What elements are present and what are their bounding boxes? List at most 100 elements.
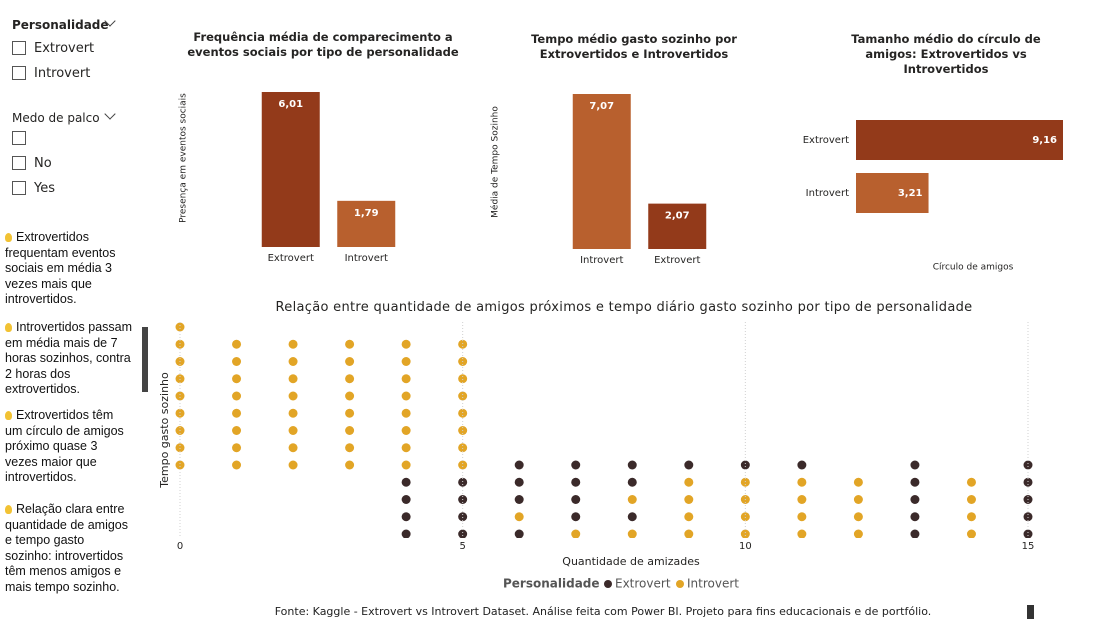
note-text: Introvertidos passam em média mais de 7 … (5, 320, 133, 396)
point (740, 512, 750, 522)
slicer-option[interactable]: Introvert (12, 63, 90, 83)
value-label: 9,16 (1032, 135, 1057, 146)
point (910, 512, 920, 522)
point (853, 495, 863, 504)
point (684, 512, 694, 522)
slicer-option[interactable]: No (12, 153, 52, 173)
point (853, 477, 863, 487)
y-axis-title: Tempo gasto sozinho (158, 372, 171, 489)
scrollbar[interactable] (142, 327, 148, 392)
point (853, 529, 863, 538)
note-text: Extrovertidos frequentam eventos sociais… (5, 230, 116, 306)
point (345, 426, 355, 435)
point (910, 495, 920, 504)
point (910, 477, 920, 487)
point (232, 374, 242, 384)
note: Relação clara entre quantidade de amigos… (5, 502, 133, 595)
point (627, 512, 637, 522)
option-label: No (34, 155, 52, 171)
point (1023, 477, 1033, 487)
page-marker (1027, 605, 1034, 619)
point (797, 512, 807, 522)
point (458, 374, 468, 384)
point (401, 426, 411, 435)
point (288, 391, 298, 401)
checkbox[interactable] (12, 181, 26, 195)
x-tick-label: 10 (739, 541, 752, 552)
point (627, 529, 637, 538)
point (514, 477, 524, 487)
point (232, 460, 242, 470)
checkbox[interactable] (12, 66, 26, 80)
point (458, 529, 468, 538)
point (401, 391, 411, 401)
bar (572, 94, 631, 249)
point (345, 357, 355, 366)
legend-marker (676, 580, 684, 588)
point (345, 391, 355, 401)
point (345, 408, 355, 418)
note: Introvertidos passam em média mais de 7 … (5, 320, 133, 398)
value-label: 6,01 (278, 99, 303, 110)
point (966, 477, 976, 487)
point (175, 339, 185, 349)
point (288, 408, 298, 418)
legend-title: Personalidade (503, 577, 600, 591)
value-label: 1,79 (354, 208, 379, 219)
slicer-title: Personalidade (12, 18, 109, 32)
point (288, 460, 298, 470)
legend-marker (604, 580, 612, 588)
option-label: Extrovert (34, 40, 95, 56)
x-tick-label: 0 (177, 541, 183, 552)
checkbox[interactable] (12, 41, 26, 55)
point (458, 339, 468, 349)
point (175, 374, 185, 384)
point (1023, 529, 1033, 538)
point (232, 443, 242, 453)
point (571, 460, 581, 470)
point (401, 374, 411, 384)
slicer-option[interactable] (12, 128, 34, 148)
point (797, 477, 807, 487)
bulb-icon (5, 323, 12, 332)
y-tick-label: Extrovert (803, 135, 849, 146)
point (401, 460, 411, 470)
point (514, 460, 524, 470)
bar (261, 92, 320, 247)
point (458, 391, 468, 401)
x-tick-label: 15 (1022, 541, 1035, 552)
point (910, 460, 920, 470)
point (232, 408, 242, 418)
slicer-option[interactable]: Extrovert (12, 38, 94, 58)
point (175, 391, 185, 401)
x-axis-title: Quantidade de amizades (562, 555, 700, 568)
point (232, 357, 242, 366)
point (514, 512, 524, 522)
point (684, 460, 694, 470)
point (458, 460, 468, 470)
point (175, 460, 185, 470)
point (345, 374, 355, 384)
slicer-option[interactable]: Yes (12, 178, 55, 198)
point (966, 529, 976, 538)
point (175, 443, 185, 453)
point (175, 408, 185, 418)
legend-label: Introvert (687, 577, 739, 591)
option-label: Yes (34, 180, 55, 196)
footer: Fonte: Kaggle - Extrovert vs Introvert D… (274, 605, 932, 618)
y-axis-title: Presença em eventos sociais (179, 93, 189, 223)
checkbox[interactable] (12, 131, 26, 145)
point (345, 443, 355, 453)
bulb-icon (5, 505, 12, 514)
point (740, 460, 750, 470)
point (401, 495, 411, 504)
point (853, 512, 863, 522)
point (288, 443, 298, 453)
checkbox[interactable] (12, 156, 26, 170)
point (232, 426, 242, 435)
point (288, 339, 298, 349)
point (627, 460, 637, 470)
point (1023, 460, 1033, 470)
option-label: Introvert (34, 65, 91, 81)
bar (856, 120, 1063, 160)
